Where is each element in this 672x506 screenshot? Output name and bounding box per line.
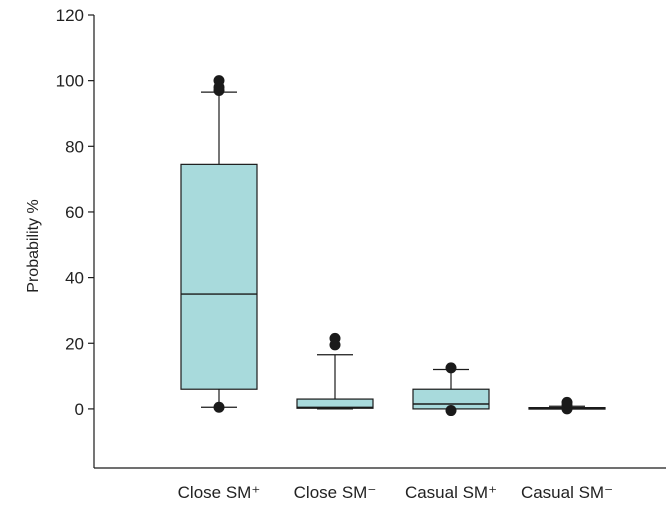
category-label: Casual SM⁻ bbox=[521, 483, 613, 502]
box-group: Close SM⁻ bbox=[294, 332, 377, 502]
iqr-box bbox=[180, 163, 258, 390]
outlier-point bbox=[445, 362, 457, 374]
category-label: Casual SM⁺ bbox=[405, 483, 497, 502]
outlier-point bbox=[329, 332, 341, 344]
outlier-point bbox=[445, 405, 457, 417]
outlier-point bbox=[561, 396, 573, 408]
outlier-point bbox=[213, 401, 225, 413]
y-axis-title: Probability % bbox=[25, 199, 42, 292]
y-tick-label: 20 bbox=[65, 334, 84, 353]
y-tick-label: 120 bbox=[56, 6, 84, 25]
iqr-box bbox=[296, 398, 374, 409]
axes: 0 20 40 60 80 100 120 bbox=[56, 6, 666, 469]
y-tick-label: 80 bbox=[65, 137, 84, 156]
y-tick-label: 100 bbox=[56, 72, 84, 91]
category-label: Close SM⁻ bbox=[294, 483, 377, 502]
y-tick-label: 40 bbox=[65, 269, 84, 288]
boxes: Close SM⁺ Close SM⁻ Casual SM⁺ Casual SM⁻ bbox=[178, 75, 613, 502]
y-tick-label: 60 bbox=[65, 203, 84, 222]
category-label: Close SM⁺ bbox=[178, 483, 261, 502]
y-tick-label: 0 bbox=[75, 400, 84, 419]
outlier-point bbox=[213, 75, 225, 87]
box-group: Close SM⁺ bbox=[178, 75, 261, 502]
box-group: Casual SM⁺ bbox=[405, 362, 497, 502]
box-group: Casual SM⁻ bbox=[521, 396, 613, 502]
